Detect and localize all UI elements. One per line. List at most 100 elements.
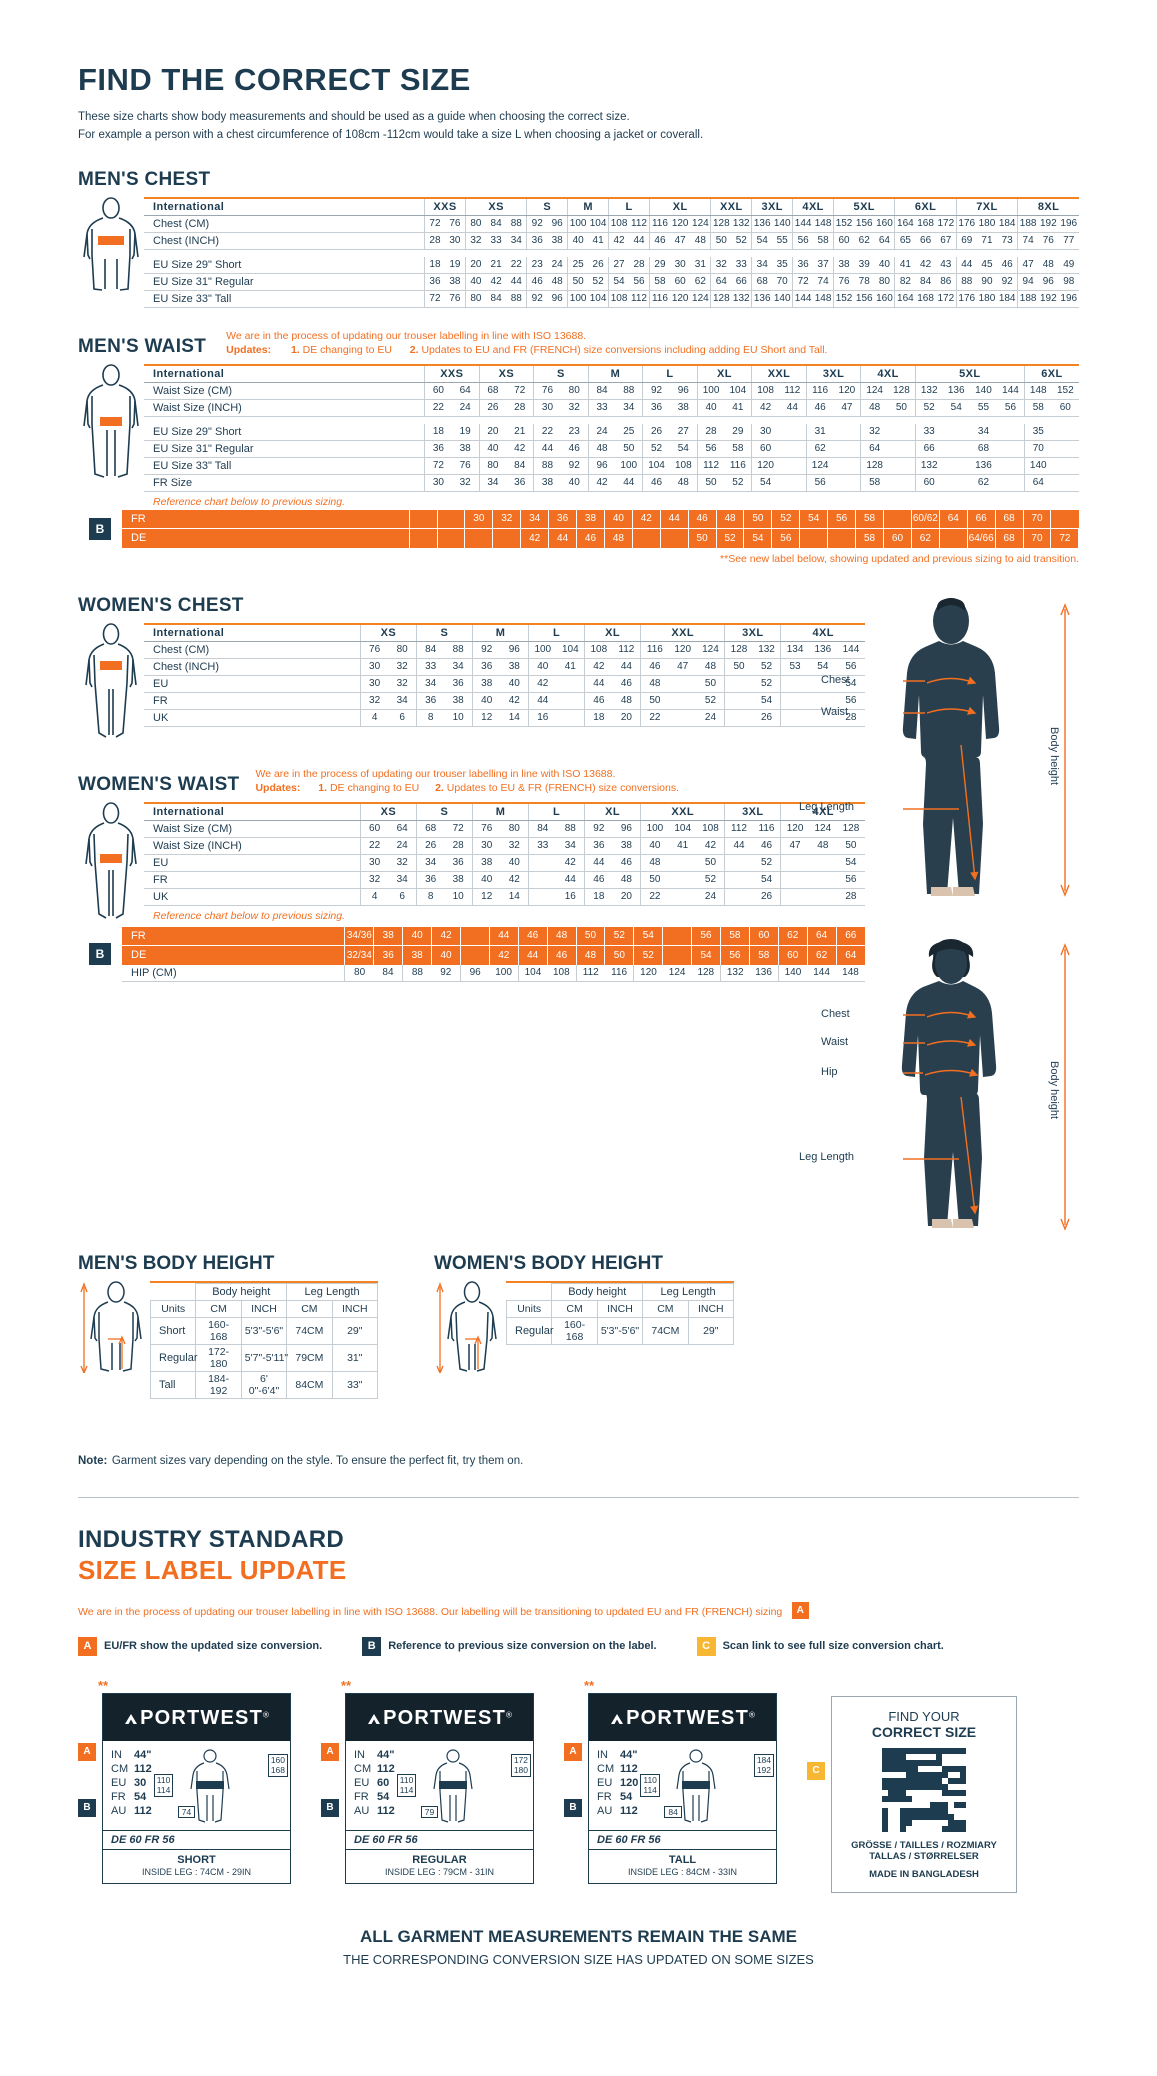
mens-waist-table: International XXS XS S M L XL XXL 3XL 4XL 5XL 6XL W… <box>144 365 1079 417</box>
table-row: EU Size 33" Tall 72 76 80 84 88 92 96 100 104 108 1… <box>144 290 1079 308</box>
label-figure: 110 114 160 168 74 <box>153 1748 288 1826</box>
cell: 30 <box>533 399 561 417</box>
cell: 92 <box>997 273 1018 291</box>
cell: 196 <box>1058 215 1079 233</box>
waist-measure-box: 110 114 <box>396 1773 417 1797</box>
cell: 20 <box>478 423 507 441</box>
cell: 72 <box>506 382 534 400</box>
cell <box>724 888 753 906</box>
cell: 54 <box>751 232 773 250</box>
size-value: 112 <box>377 1762 395 1775</box>
cell: 45 <box>976 256 998 274</box>
row-label: EU Size 31" Regular <box>144 273 425 291</box>
cell <box>780 854 809 872</box>
cell: 8 <box>415 888 445 906</box>
male-model-figure: Chest Waist Leg Length Body height <box>799 595 1079 905</box>
bh-group-leg-length: Leg Length <box>642 1282 734 1301</box>
cell: 42 <box>556 854 585 872</box>
row-label: Chest (INCH) <box>144 658 361 676</box>
cell: 46 <box>805 399 834 417</box>
fit-detail: INSIDE LEG : 79CM - 31IN <box>384 1866 495 1877</box>
label-person-icon <box>433 1749 473 1823</box>
cell: 132 <box>719 964 750 982</box>
cell: 96 <box>547 215 568 233</box>
previous-size-line: DE 60 FR 56 <box>103 1829 290 1849</box>
row-label: EU Size 33" Tall <box>144 290 425 308</box>
orange-row: FR 34/36 38 40 42 44 46 48 50 52 54 56 58 60 62 64 66 <box>122 926 865 947</box>
male-leg-length-label: Leg Length <box>799 800 855 813</box>
cell: 69 <box>955 232 977 250</box>
cell: 62 <box>690 273 711 291</box>
cell: 42 <box>485 273 507 291</box>
cell <box>778 423 807 441</box>
waist-measure-box: 110 114 <box>640 1773 660 1797</box>
cell: 132 <box>914 457 943 475</box>
card-badge-a: A <box>78 1742 96 1761</box>
cell: 29 <box>648 256 670 274</box>
cell: 33 <box>587 399 616 417</box>
orange-cell: 42 <box>520 528 550 548</box>
cell: 26 <box>752 888 781 906</box>
orange-cell: 50 <box>688 528 717 548</box>
size-key: CM <box>354 1762 372 1775</box>
cell: 90 <box>976 273 998 291</box>
orange-row-label: DE <box>122 945 346 965</box>
row-label: EU Size 31" Regular <box>144 440 425 458</box>
cell: 84 <box>415 641 445 659</box>
cell: 41 <box>588 232 609 250</box>
table-row: Chest (INCH) 28 30 32 33 34 36 38 40 41 42 44 46 47 48… <box>144 232 1079 250</box>
label-update-title-1: INDUSTRY STANDARD <box>78 1525 344 1553</box>
brand-name: PORTWEST <box>383 1706 507 1729</box>
size-value: 44" <box>620 1748 638 1761</box>
cell: 44 <box>955 256 977 274</box>
cell: 116 <box>648 290 670 308</box>
bh-cell: 33" <box>331 1370 379 1399</box>
cell: 124 <box>805 457 834 475</box>
cell: 84 <box>506 457 534 475</box>
cell: 42 <box>500 692 529 710</box>
qr-code-icon[interactable] <box>882 1747 966 1832</box>
cell: 38 <box>500 658 529 676</box>
fit-name: SHORT <box>177 1853 216 1866</box>
note-prefix: Note: <box>78 1454 108 1467</box>
cell <box>780 888 809 906</box>
size-header-xl: XL <box>584 803 641 821</box>
cell: 48 <box>547 273 568 291</box>
size-value: 54 <box>377 1790 390 1803</box>
cell: 34 <box>506 232 527 250</box>
legend-badge-b: B <box>362 1636 382 1656</box>
orange-cell: 62 <box>911 528 940 548</box>
cell: 58 <box>1023 399 1052 417</box>
orange-cell: 46 <box>576 528 605 548</box>
cell: 78 <box>854 273 875 291</box>
size-header-3xl: 3XL <box>751 198 793 216</box>
cell: 180 <box>976 290 998 308</box>
size-key: IN <box>111 1748 122 1761</box>
cell: 76 <box>471 820 501 838</box>
table-row: Waist Size (INCH) 22 24 26 28 30 32 33 34 36 38 40 4… <box>144 399 1079 417</box>
cell: 46 <box>640 658 669 676</box>
cell: 74 <box>1017 232 1039 250</box>
cell: 28 <box>423 232 445 250</box>
womens-chest-section: WOMEN'S CHEST <box>78 595 865 746</box>
label-cards-row: ** A B PORTWEST® IN 44" CM 112 EU 30 FR 54 AU 112 110 1… <box>0 1678 1157 1893</box>
cell: 120 <box>751 457 779 475</box>
female-waist-label: Waist <box>821 1035 849 1048</box>
cell: 160 <box>874 290 895 308</box>
height-measure-box: 160 168 <box>267 1753 288 1777</box>
cell: 116 <box>640 641 669 659</box>
mens-waist-notes: We are in the process of updating our tr… <box>226 330 827 358</box>
orange-cell: 54 <box>691 945 721 965</box>
cell: 22 <box>533 423 561 441</box>
card-badge-a: A <box>321 1742 339 1761</box>
cell: 24 <box>388 837 417 855</box>
cell: 100 <box>567 290 589 308</box>
cell: 76 <box>451 457 480 475</box>
cell: 12 <box>471 888 501 906</box>
cell <box>668 871 697 889</box>
cell: 176 <box>955 215 977 233</box>
orange-cell: 70 <box>1023 528 1052 548</box>
orange-cell: 60 <box>778 945 808 965</box>
orange-cell: 64 <box>845 949 857 961</box>
orange-cell: 66 <box>836 926 865 947</box>
